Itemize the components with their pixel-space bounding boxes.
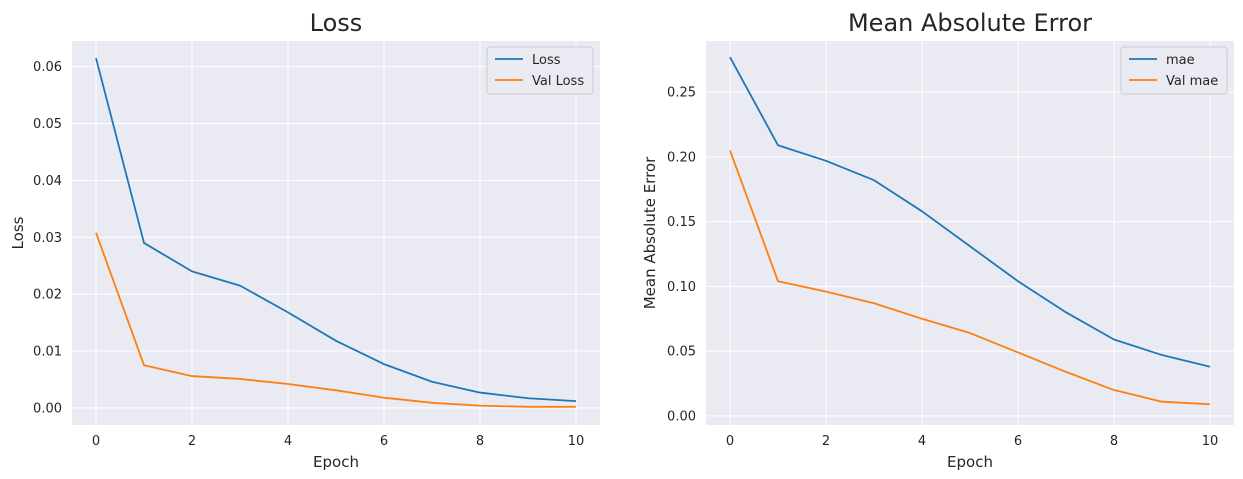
- chart-mae-title: Mean Absolute Error: [848, 9, 1092, 37]
- chart-loss: 0 2 4 6 8 10 0.00 0.01 0.02 0.03 0.04 0.05 0.06 Los…: [9, 9, 600, 471]
- chart-mae-ytick-label-2: 0.10: [667, 280, 696, 295]
- chart-loss-series-loss: [95, 57, 577, 403]
- chart-mae-legend-label-0: mae: [1166, 53, 1195, 68]
- chart-loss-legend: Loss Val Loss: [486, 46, 594, 95]
- chart-mae-grid: [706, 41, 1234, 425]
- chart-mae-xticks: 0 2 4 6 8 10: [726, 434, 1218, 449]
- chart-loss-xtick-label-3: 6: [380, 434, 388, 449]
- chart-loss-xlabel: Epoch: [313, 453, 359, 471]
- chart-loss-legend-label-0: Loss: [532, 53, 561, 68]
- chart-mae-xtick-label-0: 0: [726, 434, 734, 449]
- chart-mae-ytick-label-3: 0.15: [667, 215, 696, 230]
- chart-mae-lines: [729, 56, 1211, 406]
- chart-loss-ytick-label-0: 0.00: [33, 401, 62, 416]
- chart-mae-series-mae: [729, 56, 1211, 368]
- chart-mae-ytick-label-1: 0.05: [667, 345, 696, 360]
- chart-mae-xtick-label-1: 2: [822, 434, 830, 449]
- chart-mae-legend: mae Val mae: [1120, 46, 1228, 95]
- chart-loss-ytick-label-4: 0.04: [33, 174, 62, 189]
- chart-mae: 0 2 4 6 8 10 0.00 0.05 0.10 0.15 0.20 0.25 Mean Ab…: [641, 9, 1234, 471]
- chart-loss-plot-area: [72, 41, 600, 425]
- chart-mae-ytick-label-0: 0.00: [667, 409, 696, 424]
- chart-loss-ytick-label-6: 0.06: [33, 60, 62, 75]
- chart-mae-ytick-label-5: 0.25: [667, 86, 696, 101]
- chart-mae-plot-area: [706, 41, 1234, 425]
- chart-mae-xtick-label-4: 8: [1110, 434, 1118, 449]
- chart-mae-yticks: 0.00 0.05 0.10 0.15 0.20 0.25: [667, 86, 696, 425]
- chart-mae-xtick-label-2: 4: [918, 434, 926, 449]
- chart-mae-xlabel: Epoch: [947, 453, 993, 471]
- chart-loss-ytick-label-1: 0.01: [33, 345, 62, 360]
- chart-mae-legend-label-1: Val mae: [1166, 74, 1218, 89]
- chart-loss-title: Loss: [310, 9, 363, 37]
- chart-loss-xtick-label-2: 4: [284, 434, 292, 449]
- chart-loss-series-val-loss: [95, 232, 576, 408]
- chart-loss-xtick-label-0: 0: [92, 434, 100, 449]
- chart-mae-ytick-label-4: 0.20: [667, 150, 696, 165]
- chart-loss-legend-label-1: Val Loss: [532, 74, 584, 89]
- chart-mae-xtick-label-3: 6: [1014, 434, 1022, 449]
- chart-loss-xtick-label-4: 8: [476, 434, 484, 449]
- chart-loss-xtick-label-1: 2: [188, 434, 196, 449]
- chart-loss-lines: [95, 57, 577, 408]
- chart-loss-ytick-label-5: 0.05: [33, 117, 62, 132]
- chart-loss-ytick-label-2: 0.02: [33, 288, 62, 303]
- chart-loss-xticks: 0 2 4 6 8 10: [92, 434, 584, 449]
- chart-mae-ylabel: Mean Absolute Error: [641, 156, 659, 309]
- chart-loss-xtick-label-5: 10: [568, 434, 585, 449]
- chart-loss-ylabel: Loss: [9, 216, 27, 249]
- chart-mae-xtick-label-5: 10: [1202, 434, 1219, 449]
- chart-loss-yticks: 0.00 0.01 0.02 0.03 0.04 0.05 0.06: [33, 60, 62, 416]
- chart-mae-series-val-mae: [729, 150, 1211, 406]
- chart-loss-ytick-label-3: 0.03: [33, 231, 62, 246]
- chart-loss-grid: [72, 41, 600, 425]
